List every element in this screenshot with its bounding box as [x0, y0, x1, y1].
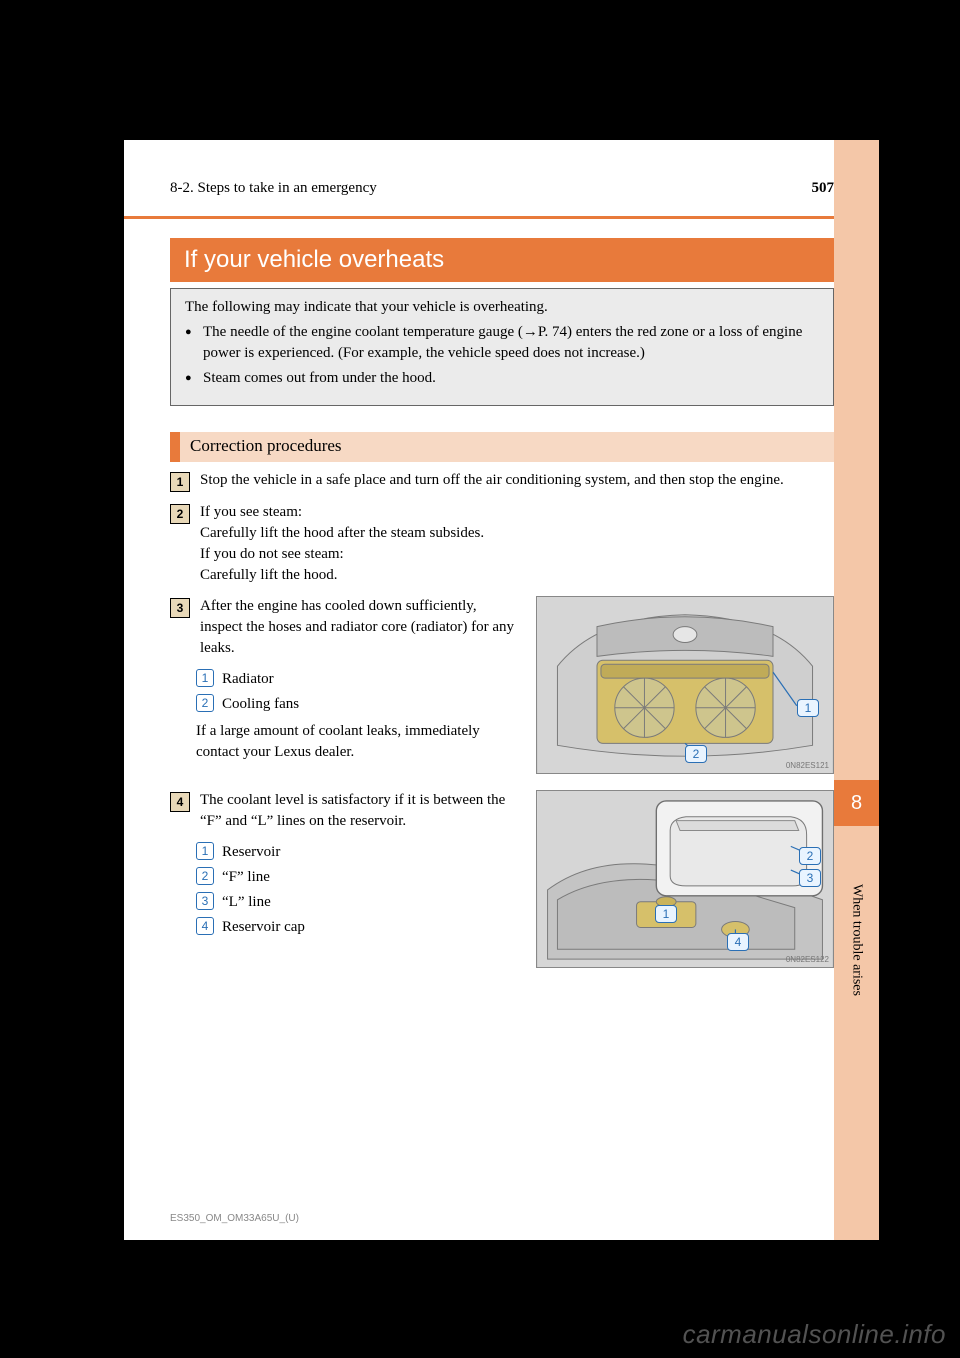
step-number-icon: 4	[170, 792, 190, 812]
callout-legend-item: 1 Reservoir	[196, 842, 518, 863]
step-number-icon: 3	[170, 598, 190, 618]
step-text: After the engine has cooled down suffici…	[200, 596, 518, 659]
figure-code: 0N82ES121	[786, 760, 829, 771]
callout-legend-item: 4 Reservoir cap	[196, 917, 518, 938]
legend-label: Radiator	[222, 669, 274, 690]
circled-number-icon: 1	[196, 842, 214, 860]
intro-box: The following may indicate that your veh…	[170, 288, 834, 406]
figure-callout: 1	[797, 699, 819, 717]
chapter-label-text: When trouble arises	[849, 884, 865, 996]
step-line: Carefully lift the hood after the steam …	[200, 523, 834, 544]
figure-engine-bay: 1 2 0N82ES121	[536, 596, 834, 774]
step-text: The coolant level is satisfactory if it …	[200, 790, 518, 832]
step-line: Carefully lift the hood.	[200, 565, 834, 586]
reservoir-illustration	[537, 791, 833, 967]
step: 2 If you see steam: Carefully lift the h…	[170, 502, 834, 586]
circled-number-icon: 1	[196, 669, 214, 687]
figure-callout: 3	[799, 869, 821, 887]
figure-callout: 1	[655, 905, 677, 923]
figure-code: 0N82ES122	[786, 954, 829, 965]
side-tab	[834, 140, 879, 1240]
procedure-body: 1 Stop the vehicle in a safe place and t…	[170, 470, 834, 984]
breadcrumb: 8-2. Steps to take in an emergency	[170, 180, 377, 197]
callout-legend-item: 3 “L” line	[196, 892, 518, 913]
step: 4 The coolant level is satisfactory if i…	[170, 790, 518, 832]
callout-legend-item: 2 “F” line	[196, 867, 518, 888]
figure-reservoir: 1 2 3 4 0N82ES122	[536, 790, 834, 968]
figure-callout: 2	[685, 745, 707, 763]
step-note: If a large amount of coolant leaks, imme…	[196, 721, 518, 763]
legend-label: “L” line	[222, 892, 271, 913]
footer-code: ES350_OM_OM33A65U_(U)	[170, 1213, 299, 1224]
step-line: If you do not see steam:	[200, 544, 834, 565]
step-text: If you see steam: Carefully lift the hoo…	[200, 502, 834, 586]
step-number-icon: 2	[170, 504, 190, 524]
callout-legend-item: 1 Radiator	[196, 669, 518, 690]
section-heading: Correction procedures	[170, 432, 834, 462]
figure-callout: 4	[727, 933, 749, 951]
circled-number-icon: 2	[196, 867, 214, 885]
watermark: carmanualsonline.info	[683, 1319, 946, 1350]
figure-callout: 2	[799, 847, 821, 865]
step-text: Stop the vehicle in a safe place and tur…	[200, 470, 834, 492]
step-with-figure: 3 After the engine has cooled down suffi…	[170, 596, 834, 774]
intro-lead: The following may indicate that your veh…	[185, 299, 819, 316]
page-title: If your vehicle overheats	[170, 238, 834, 282]
page-number: 507	[812, 180, 835, 197]
intro-bullet: The needle of the engine coolant tempera…	[185, 322, 819, 364]
legend-label: Reservoir cap	[222, 917, 305, 938]
header-rule	[124, 216, 879, 219]
step: 3 After the engine has cooled down suffi…	[170, 596, 518, 659]
legend-label: Cooling fans	[222, 694, 299, 715]
step: 1 Stop the vehicle in a safe place and t…	[170, 470, 834, 492]
chapter-badge: 8	[834, 780, 879, 826]
circled-number-icon: 2	[196, 694, 214, 712]
step-with-figure: 4 The coolant level is satisfactory if i…	[170, 790, 834, 968]
page-header: 8-2. Steps to take in an emergency 507	[170, 180, 834, 197]
step-number-icon: 1	[170, 472, 190, 492]
step-line: If you see steam:	[200, 502, 834, 523]
circled-number-icon: 3	[196, 892, 214, 910]
intro-bullet: Steam comes out from under the hood.	[185, 368, 819, 389]
legend-label: “F” line	[222, 867, 270, 888]
callout-legend-item: 2 Cooling fans	[196, 694, 518, 715]
legend-label: Reservoir	[222, 842, 280, 863]
circled-number-icon: 4	[196, 917, 214, 935]
chapter-label: When trouble arises	[834, 840, 879, 1040]
manual-page: 8-2. Steps to take in an emergency 507 8…	[124, 140, 879, 1240]
